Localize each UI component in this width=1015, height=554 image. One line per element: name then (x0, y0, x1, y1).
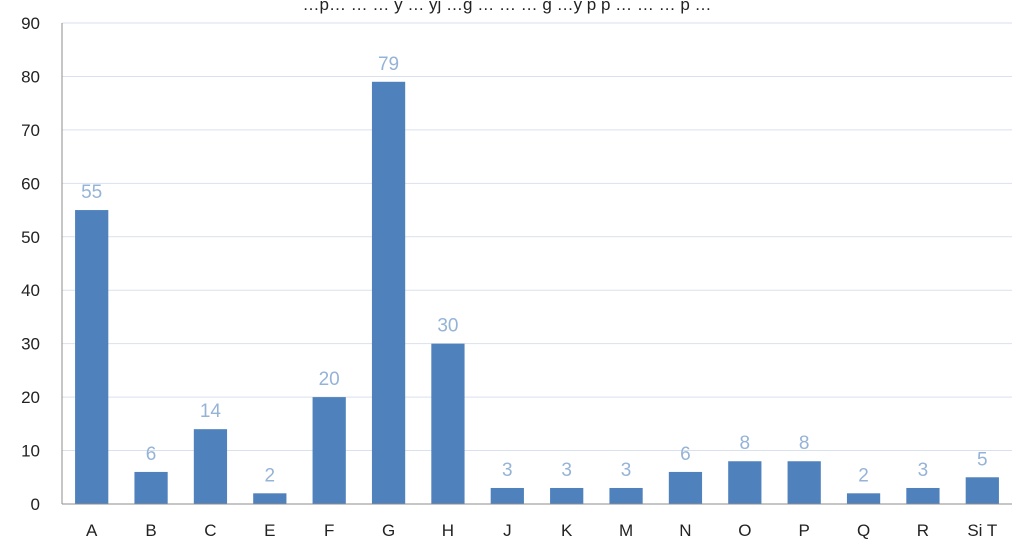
bar (965, 477, 999, 504)
x-tick-label: G (382, 521, 395, 540)
bar (134, 471, 168, 504)
x-tick-label: O (738, 521, 751, 540)
data-label: 55 (81, 182, 102, 203)
gridlines (62, 22, 1012, 452)
x-tick-label: A (86, 521, 98, 540)
data-label: 3 (918, 460, 929, 481)
bar (490, 487, 524, 504)
x-tick-label: K (561, 521, 573, 540)
x-tick-label: J (503, 521, 512, 540)
data-label: 3 (561, 460, 572, 481)
data-labels: 55 6 14 2 20 79 30 3 3 3 6 8 8 2 3 5 (81, 54, 987, 487)
x-tick-label: R (917, 521, 929, 540)
data-label: 3 (502, 460, 513, 481)
y-tick-label: 50 (21, 228, 40, 247)
data-label: 20 (319, 369, 340, 390)
y-tick-label: 0 (31, 495, 40, 514)
x-tick-label: C (204, 521, 216, 540)
cropped-title-text: …p… … … y … yj …g … … … g …y p p … … … p… (302, 0, 711, 14)
data-label: 6 (146, 444, 157, 465)
y-tick-label: 20 (21, 388, 40, 407)
data-label: 8 (740, 433, 751, 454)
y-tick-label: 90 (21, 14, 40, 33)
x-tick-label: P (799, 521, 810, 540)
bar (728, 461, 762, 504)
data-label: 30 (437, 316, 458, 337)
x-tick-label: F (324, 521, 334, 540)
data-label: 8 (799, 433, 810, 454)
axes (61, 23, 1012, 505)
x-tick-labels: A B C E F G H J K M N O P Q R Si T (86, 521, 997, 540)
y-tick-label: 40 (21, 281, 40, 300)
bar (193, 429, 228, 504)
x-tick-label: Si T (967, 521, 997, 540)
bar (312, 397, 346, 504)
bar (906, 487, 940, 504)
x-tick-label: Q (857, 521, 870, 540)
y-tick-label: 30 (21, 335, 40, 354)
bar (846, 493, 881, 504)
x-tick-label: E (264, 521, 275, 540)
bar (75, 210, 109, 505)
bar (609, 487, 643, 504)
bars (75, 81, 999, 505)
x-tick-label: B (145, 521, 156, 540)
y-tick-label: 10 (21, 442, 40, 461)
y-tick-label: 80 (21, 67, 40, 86)
bar (668, 471, 703, 504)
data-label: 14 (200, 401, 222, 422)
bar (550, 487, 584, 504)
data-label: 2 (858, 465, 869, 486)
x-tick-label: M (619, 521, 633, 540)
data-label: 3 (621, 460, 632, 481)
data-label: 79 (378, 54, 399, 75)
data-label: 6 (680, 444, 691, 465)
data-label: 2 (265, 465, 276, 486)
bar (431, 343, 465, 504)
bar (371, 81, 406, 505)
y-tick-labels: 0 10 20 30 40 50 60 70 80 90 (21, 14, 40, 514)
y-tick-label: 60 (21, 174, 40, 193)
bar (253, 493, 287, 504)
x-tick-label: N (679, 521, 691, 540)
y-tick-label: 70 (21, 121, 40, 140)
x-tick-label: H (442, 521, 454, 540)
data-label: 5 (977, 449, 988, 470)
bar (787, 461, 821, 504)
